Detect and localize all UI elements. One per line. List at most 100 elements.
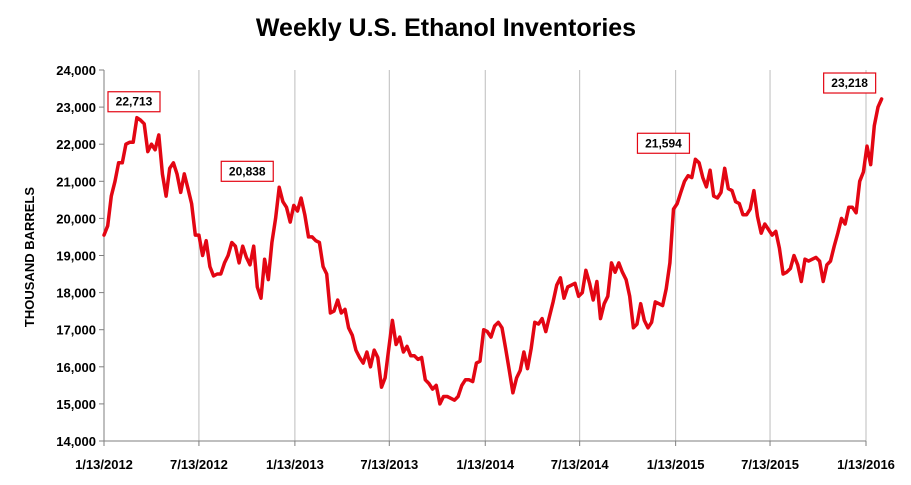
data-point xyxy=(329,312,331,314)
data-point xyxy=(797,264,799,266)
data-point xyxy=(672,208,675,210)
data-point xyxy=(753,190,755,192)
gridlines xyxy=(198,70,867,441)
data-point xyxy=(873,125,875,127)
data-point xyxy=(165,195,167,197)
data-point xyxy=(348,327,350,329)
data-point xyxy=(716,197,719,199)
data-point xyxy=(607,295,609,297)
callout: 22,713 xyxy=(107,91,161,113)
data-point xyxy=(767,228,770,231)
data-point xyxy=(150,143,153,145)
series-line xyxy=(102,97,884,406)
data-point xyxy=(395,343,397,346)
annotations: 22,713 20,838 21,594 23,218 xyxy=(107,72,877,182)
data-point xyxy=(870,164,872,166)
data-point xyxy=(282,201,284,203)
y-tick-label: 18,000 xyxy=(56,286,96,301)
data-point xyxy=(815,256,817,258)
data-point xyxy=(501,327,503,329)
data-point xyxy=(669,262,671,264)
data-point xyxy=(435,384,437,386)
data-point xyxy=(344,308,346,310)
data-point xyxy=(625,279,627,281)
y-tick-label: 20,000 xyxy=(56,211,96,226)
data-point xyxy=(300,197,302,199)
data-point xyxy=(256,286,258,288)
data-point xyxy=(340,312,342,314)
data-point xyxy=(840,217,843,219)
data-point xyxy=(760,232,762,234)
data-point xyxy=(720,191,722,193)
y-tick-label: 14,000 xyxy=(56,434,96,449)
data-point xyxy=(453,399,456,401)
data-point xyxy=(110,195,112,197)
data-point xyxy=(278,186,280,188)
data-point xyxy=(713,195,715,197)
data-point xyxy=(315,240,317,242)
data-point xyxy=(724,167,726,169)
data-point xyxy=(486,331,488,333)
y-tick-label: 15,000 xyxy=(56,397,96,412)
y-tick-label: 21,000 xyxy=(56,174,96,189)
data-point xyxy=(220,273,222,275)
data-point xyxy=(829,260,832,262)
data-point xyxy=(808,260,810,262)
data-point xyxy=(694,158,697,160)
data-point xyxy=(691,177,693,179)
data-point xyxy=(296,210,299,212)
data-point xyxy=(749,208,751,210)
data-point xyxy=(432,388,434,390)
data-point xyxy=(442,395,445,398)
data-point xyxy=(114,180,116,182)
data-point xyxy=(574,282,576,284)
data-point xyxy=(775,230,777,232)
data-point xyxy=(746,214,748,216)
data-point xyxy=(585,269,587,271)
data-point xyxy=(417,358,419,360)
data-point xyxy=(194,234,196,236)
data-point xyxy=(468,379,470,381)
series-layer xyxy=(102,97,884,406)
data-point xyxy=(223,262,226,264)
data-point xyxy=(490,336,492,338)
data-point xyxy=(881,98,883,100)
data-point xyxy=(742,214,744,216)
y-tick-label: 17,000 xyxy=(56,323,96,338)
callout-box xyxy=(823,72,877,94)
data-point xyxy=(662,305,664,307)
x-tick-label: 7/13/2012 xyxy=(170,457,228,472)
data-point xyxy=(337,299,339,301)
data-point xyxy=(187,188,189,190)
x-tick-label: 7/13/2014 xyxy=(551,457,610,472)
data-point xyxy=(402,351,404,353)
data-point xyxy=(384,377,386,379)
data-point xyxy=(304,214,306,216)
x-tick-label: 1/13/2014 xyxy=(456,457,515,472)
data-point xyxy=(464,379,466,381)
data-point xyxy=(362,362,364,364)
data-point xyxy=(621,271,624,273)
data-point xyxy=(526,368,529,370)
data-point xyxy=(738,203,740,205)
data-point xyxy=(698,162,700,164)
data-point xyxy=(139,119,142,121)
data-point xyxy=(333,310,335,312)
x-tick-label: 7/13/2013 xyxy=(360,457,418,472)
data-point xyxy=(837,232,839,234)
data-point xyxy=(285,206,288,208)
data-point xyxy=(253,245,255,247)
data-point xyxy=(512,392,514,394)
data-point xyxy=(629,295,631,297)
data-point xyxy=(687,175,689,177)
data-point xyxy=(158,134,160,136)
y-tick-label: 23,000 xyxy=(56,100,96,115)
data-point xyxy=(176,173,178,175)
data-point xyxy=(782,273,784,275)
data-point xyxy=(439,403,441,405)
data-point xyxy=(483,329,485,331)
data-point xyxy=(424,379,426,381)
data-point xyxy=(793,254,795,257)
